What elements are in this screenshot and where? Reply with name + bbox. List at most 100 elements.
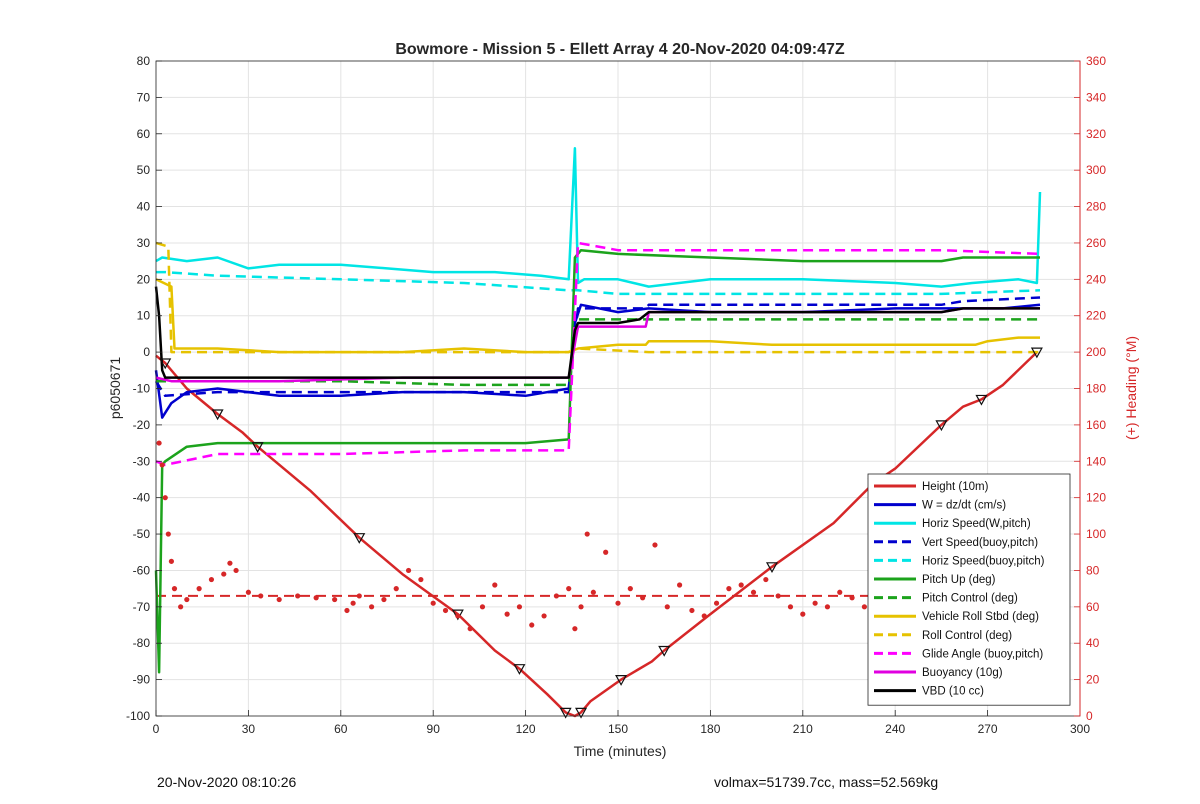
heading-point-5 (171, 586, 178, 592)
heading-point-19 (344, 607, 350, 614)
heading-point-51 (701, 613, 707, 619)
height-marker-9 (451, 609, 464, 621)
legend-label-8: Roll Control (deg) (922, 630, 1012, 642)
y-tick-label-15: -70 (133, 600, 151, 614)
legend-label-6: Pitch Control (deg) (922, 593, 1018, 605)
heading-point-64 (861, 604, 868, 610)
x-tick-label-2: 60 (334, 722, 348, 736)
heading-point-35 (529, 622, 535, 628)
heading-point-38 (566, 586, 572, 592)
heading-point-31 (479, 604, 486, 610)
x-tick-label-3: 90 (427, 722, 441, 736)
y2-tick-label-7: 220 (1086, 309, 1106, 323)
heading-point-60 (812, 600, 818, 606)
x-tick-label-8: 240 (885, 722, 905, 736)
series-line-5 (154, 248, 1040, 674)
heading-point-37 (553, 593, 560, 599)
heading-point-22 (369, 604, 375, 610)
series-line-8 (155, 241, 1040, 354)
heading-point-17 (313, 595, 319, 601)
height-marker-19 (658, 645, 671, 657)
x-tick-label-1: 30 (242, 722, 256, 736)
heading-point-54 (738, 582, 744, 588)
height-marker-27 (975, 394, 988, 406)
heading-point-32 (492, 582, 498, 588)
heading-point-43 (603, 549, 609, 555)
heading-point-52 (713, 600, 720, 606)
y-tick-label-9: -10 (133, 382, 151, 396)
legend-label-3: Vert Speed(buoy,pitch) (922, 537, 1038, 549)
y2-tick-label-2: 320 (1086, 127, 1106, 141)
height-marker-15 (575, 707, 588, 719)
legend-label-2: Horiz Speed(W,pitch) (922, 518, 1031, 530)
x-tick-label-0: 0 (153, 722, 160, 736)
height-marker-17 (615, 675, 628, 686)
heading-point-11 (227, 560, 233, 566)
heading-point-29 (455, 613, 461, 619)
heading-point-24 (393, 586, 399, 592)
heading-point-34 (516, 604, 523, 610)
heading-point-36 (541, 613, 547, 619)
y-tick-label-18: -100 (126, 709, 150, 723)
heading-point-23 (381, 596, 387, 603)
heading-point-46 (640, 595, 646, 601)
heading-point-2 (162, 495, 168, 501)
footer-timestamp: 20-Nov-2020 08:10:26 (157, 774, 297, 790)
legend-label-1: W = dz/dt (cm/s) (922, 500, 1006, 512)
heading-point-20 (350, 600, 356, 606)
heading-point-27 (430, 600, 436, 606)
heading-point-28 (442, 607, 449, 614)
x-tick-label-5: 150 (608, 722, 628, 736)
y-tick-label-16: -80 (133, 636, 151, 650)
x-tick-label-9: 270 (978, 722, 998, 736)
y2-tick-label-8: 200 (1086, 345, 1106, 359)
heading-point-13 (245, 589, 251, 595)
heading-point-16 (295, 593, 301, 599)
y2-tick-label-6: 240 (1086, 272, 1106, 286)
y2-axis-label: (+) Heading (°M) (1123, 336, 1139, 440)
y-tick-label-12: -40 (133, 491, 151, 505)
footer-stats: volmax=51739.7cc, mass=52.569kg (714, 774, 939, 790)
heading-point-55 (750, 589, 757, 595)
height-marker-7 (353, 533, 366, 544)
y-axis-label: p6050671 (107, 357, 123, 420)
heading-point-40 (578, 604, 584, 610)
heading-point-61 (824, 604, 831, 610)
series-line-4 (156, 270, 1041, 296)
y2-tick-label-14: 80 (1086, 563, 1100, 577)
y-tick-label-7: 10 (137, 309, 151, 323)
heading-point-45 (627, 586, 633, 592)
heading-point-47 (652, 542, 658, 548)
heading-point-41 (584, 531, 590, 537)
heading-point-9 (208, 576, 215, 583)
height-marker-11 (513, 664, 526, 675)
y-tick-label-14: -60 (133, 563, 151, 577)
series-line-7 (155, 278, 1040, 354)
chart-title: Bowmore - Mission 5 - Ellett Array 4 20-… (395, 41, 845, 58)
legend-label-11: VBD (10 cc) (922, 686, 984, 698)
y-axis-ticks: 80 70 60 50 40 30 20 10 0 -10 -20 -30 -40 -50 -60 -70 -8… (126, 54, 162, 723)
heading-point-6 (178, 604, 184, 610)
legend-label-10: Buoyancy (10g) (922, 667, 1003, 679)
y2-tick-label-11: 140 (1086, 454, 1106, 468)
legend-label-7: Vehicle Roll Stbd (deg) (922, 611, 1039, 623)
legend-label-4: Horiz Speed(buoy,pitch) (922, 555, 1045, 567)
legend-label-5: Pitch Up (deg) (922, 574, 996, 586)
x-axis-label: Time (minutes) (574, 743, 667, 759)
y2-tick-label-1: 340 (1086, 90, 1106, 104)
y2-tick-label-9: 180 (1086, 382, 1106, 396)
y-tick-label-13: -50 (133, 527, 151, 541)
heading-point-39 (572, 626, 578, 632)
heading-point-48 (664, 604, 670, 610)
heading-point-0 (156, 440, 162, 446)
heading-point-3 (165, 531, 171, 537)
y-tick-label-3: 50 (137, 163, 151, 177)
y-tick-label-5: 30 (137, 236, 151, 250)
y-tick-label-1: 70 (137, 90, 151, 104)
heading-point-53 (726, 586, 732, 592)
y-tick-label-17: -90 (133, 673, 151, 687)
heading-point-59 (800, 611, 806, 617)
heading-point-26 (418, 576, 424, 583)
y-tick-label-6: 20 (137, 272, 151, 286)
